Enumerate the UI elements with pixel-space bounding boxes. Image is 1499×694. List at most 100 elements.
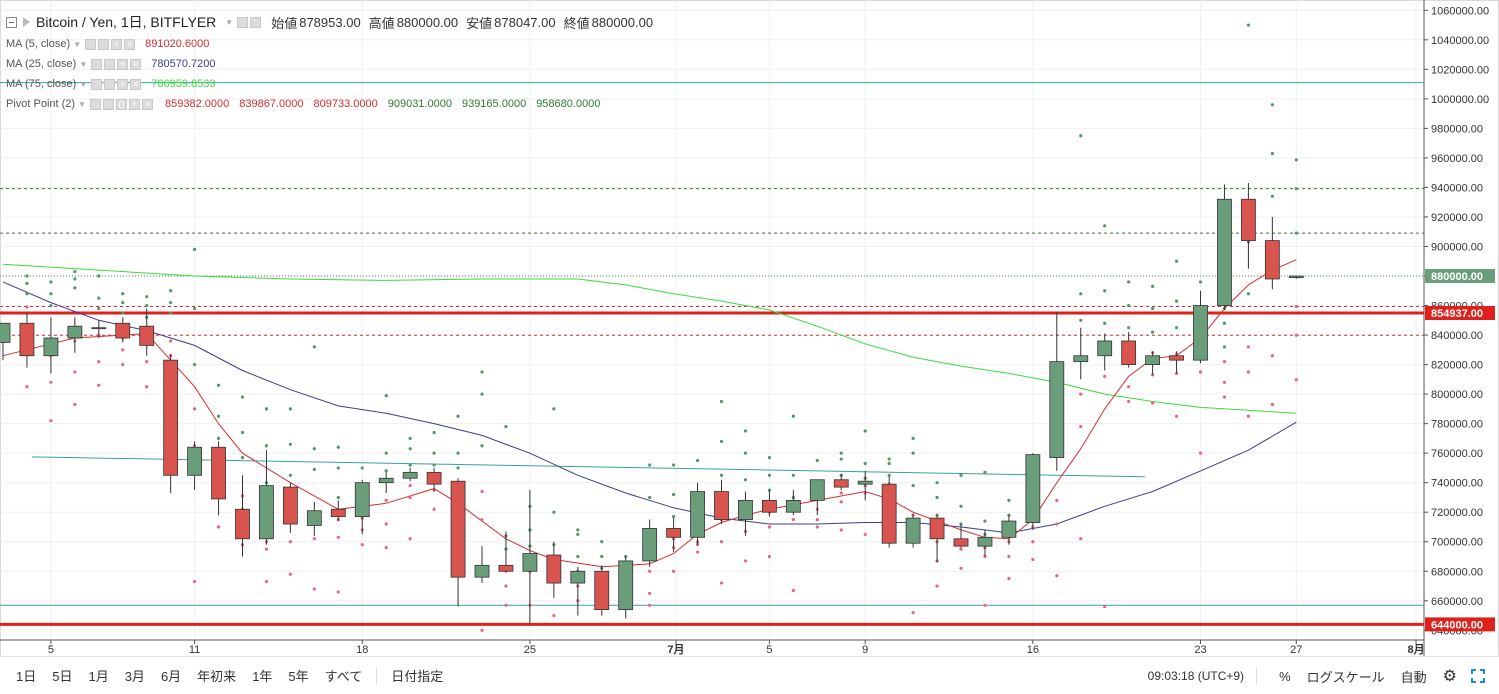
eye-icon[interactable] <box>90 98 102 110</box>
close-icon[interactable]: × <box>130 78 142 90</box>
plus-icon[interactable]: + <box>117 58 129 70</box>
candle-body[interactable] <box>1073 355 1089 363</box>
candle-body[interactable] <box>809 479 825 501</box>
candle-body[interactable] <box>833 479 849 488</box>
candle-body[interactable] <box>1121 340 1137 365</box>
candle-body[interactable] <box>570 570 586 584</box>
candle-body[interactable] <box>43 337 59 357</box>
close-icon[interactable]: × <box>130 58 142 70</box>
eye-icon[interactable] <box>91 58 103 70</box>
candle-body[interactable] <box>19 322 35 357</box>
candle-body[interactable] <box>330 508 346 518</box>
plus-icon[interactable]: + <box>117 78 129 90</box>
gear-icon[interactable] <box>104 78 116 90</box>
candle-body[interactable] <box>714 491 729 520</box>
close-icon[interactable]: × <box>142 98 154 110</box>
chevron-down-icon[interactable]: ▼ <box>78 99 87 109</box>
fullscreen-icon[interactable] <box>1471 669 1485 683</box>
indicator-row-ma75[interactable]: MA (75, close) ▼ + × 786959.8533 <box>6 74 653 94</box>
clock[interactable]: 09:03:18 (UTC+9) <box>1147 669 1245 683</box>
gear-icon[interactable] <box>98 38 110 50</box>
indicator-row-ma25[interactable]: MA (25, close) ▼ + × 780570.7200 <box>6 54 653 74</box>
candle-body[interactable] <box>259 485 274 540</box>
candle-body[interactable] <box>690 491 705 538</box>
candle-body[interactable] <box>1097 340 1113 357</box>
gear-icon[interactable] <box>104 58 116 70</box>
range-3m-button[interactable]: 3月 <box>124 669 145 684</box>
candle-body[interactable] <box>881 483 897 544</box>
candle-body[interactable] <box>450 480 466 578</box>
candle-body[interactable] <box>282 486 298 525</box>
gear-icon[interactable] <box>103 98 115 110</box>
range-5y-button[interactable]: 5年 <box>288 669 309 684</box>
date-range-button[interactable]: 日付指定 <box>391 669 444 684</box>
candle-body[interactable] <box>1145 355 1160 365</box>
range-ytd-button[interactable]: 年初来 <box>197 669 237 684</box>
candle-body[interactable] <box>929 517 945 540</box>
candle-body[interactable] <box>187 446 203 476</box>
candle-body[interactable] <box>306 510 322 526</box>
close-icon[interactable]: × <box>124 38 136 50</box>
chevron-down-icon[interactable]: ▼ <box>79 79 88 89</box>
log-scale-button[interactable]: ログスケール <box>1306 669 1385 685</box>
candle-body[interactable] <box>1049 361 1065 458</box>
candle-body[interactable] <box>642 528 658 562</box>
range-6m-button[interactable]: 6月 <box>160 669 182 684</box>
range-1y-button[interactable]: 1年 <box>252 669 273 684</box>
eye-icon[interactable] <box>91 78 103 90</box>
flag-icon[interactable] <box>23 17 30 27</box>
candle-body[interactable] <box>139 325 155 346</box>
brackets-icon[interactable]: () <box>116 98 128 110</box>
eye-icon[interactable] <box>85 38 97 50</box>
candle-body[interactable] <box>546 554 562 584</box>
candle-body[interactable] <box>1193 305 1208 361</box>
candle-body[interactable] <box>235 508 250 540</box>
candle-body[interactable] <box>905 517 921 544</box>
candle-body[interactable] <box>498 564 514 572</box>
candle-body[interactable] <box>67 325 83 339</box>
indicator-row-pivot[interactable]: Pivot Point (2) ▼ () + × 859382.0000 83986… <box>6 94 653 114</box>
candle-body[interactable] <box>163 359 179 476</box>
candle-body[interactable] <box>426 471 442 485</box>
eye-icon[interactable] <box>237 16 249 28</box>
gear-icon[interactable]: ⚙ <box>1442 668 1457 685</box>
candle-body[interactable] <box>1169 355 1184 361</box>
price-chart[interactable]: 1060000.00 1040000.00 1020000.00 1000000.00… <box>0 0 1499 656</box>
candle-body[interactable] <box>354 482 370 518</box>
candle-body[interactable] <box>522 553 538 572</box>
candle-body[interactable] <box>91 327 107 330</box>
candle-body[interactable] <box>1001 520 1017 538</box>
candle-body[interactable] <box>115 322 131 339</box>
candle-body[interactable] <box>402 471 418 479</box>
candle-body[interactable] <box>211 446 226 500</box>
candle-body[interactable] <box>474 564 490 578</box>
chevron-down-icon[interactable]: ▼ <box>73 39 82 49</box>
candle-body[interactable] <box>1217 198 1232 306</box>
percent-scale-button[interactable]: % <box>1279 668 1291 684</box>
auto-scale-button[interactable]: 自動 <box>1400 669 1427 685</box>
range-all-button[interactable]: すべて <box>324 669 363 684</box>
chevron-down-icon[interactable]: ▼ <box>79 59 88 69</box>
plus-icon[interactable]: + <box>129 98 141 110</box>
candle-body[interactable] <box>977 536 993 547</box>
chevron-down-icon[interactable]: ▼ <box>225 17 234 27</box>
candle-body[interactable] <box>1241 198 1256 241</box>
candle-body[interactable] <box>618 560 634 611</box>
indicator-row-ma5[interactable]: MA (5, close) ▼ + × 891020.6000 <box>6 34 653 54</box>
candle-body[interactable] <box>1288 275 1304 278</box>
collapse-icon[interactable] <box>6 16 17 28</box>
gear-icon[interactable] <box>250 16 262 28</box>
candle-body[interactable] <box>953 538 969 547</box>
candle-body[interactable] <box>1264 240 1280 280</box>
candle-body[interactable] <box>785 499 801 513</box>
candle-body[interactable] <box>738 499 753 520</box>
candle-body[interactable] <box>762 499 777 513</box>
candle-body[interactable] <box>857 480 873 485</box>
range-1d-button[interactable]: 1日 <box>16 669 37 684</box>
candle-body[interactable] <box>378 477 394 484</box>
range-1m-button[interactable]: 1月 <box>88 669 109 684</box>
range-5d-button[interactable]: 5日 <box>52 669 73 684</box>
candle-body[interactable] <box>666 528 681 538</box>
candle-body[interactable] <box>0 322 11 343</box>
candle-body[interactable] <box>1025 454 1041 523</box>
